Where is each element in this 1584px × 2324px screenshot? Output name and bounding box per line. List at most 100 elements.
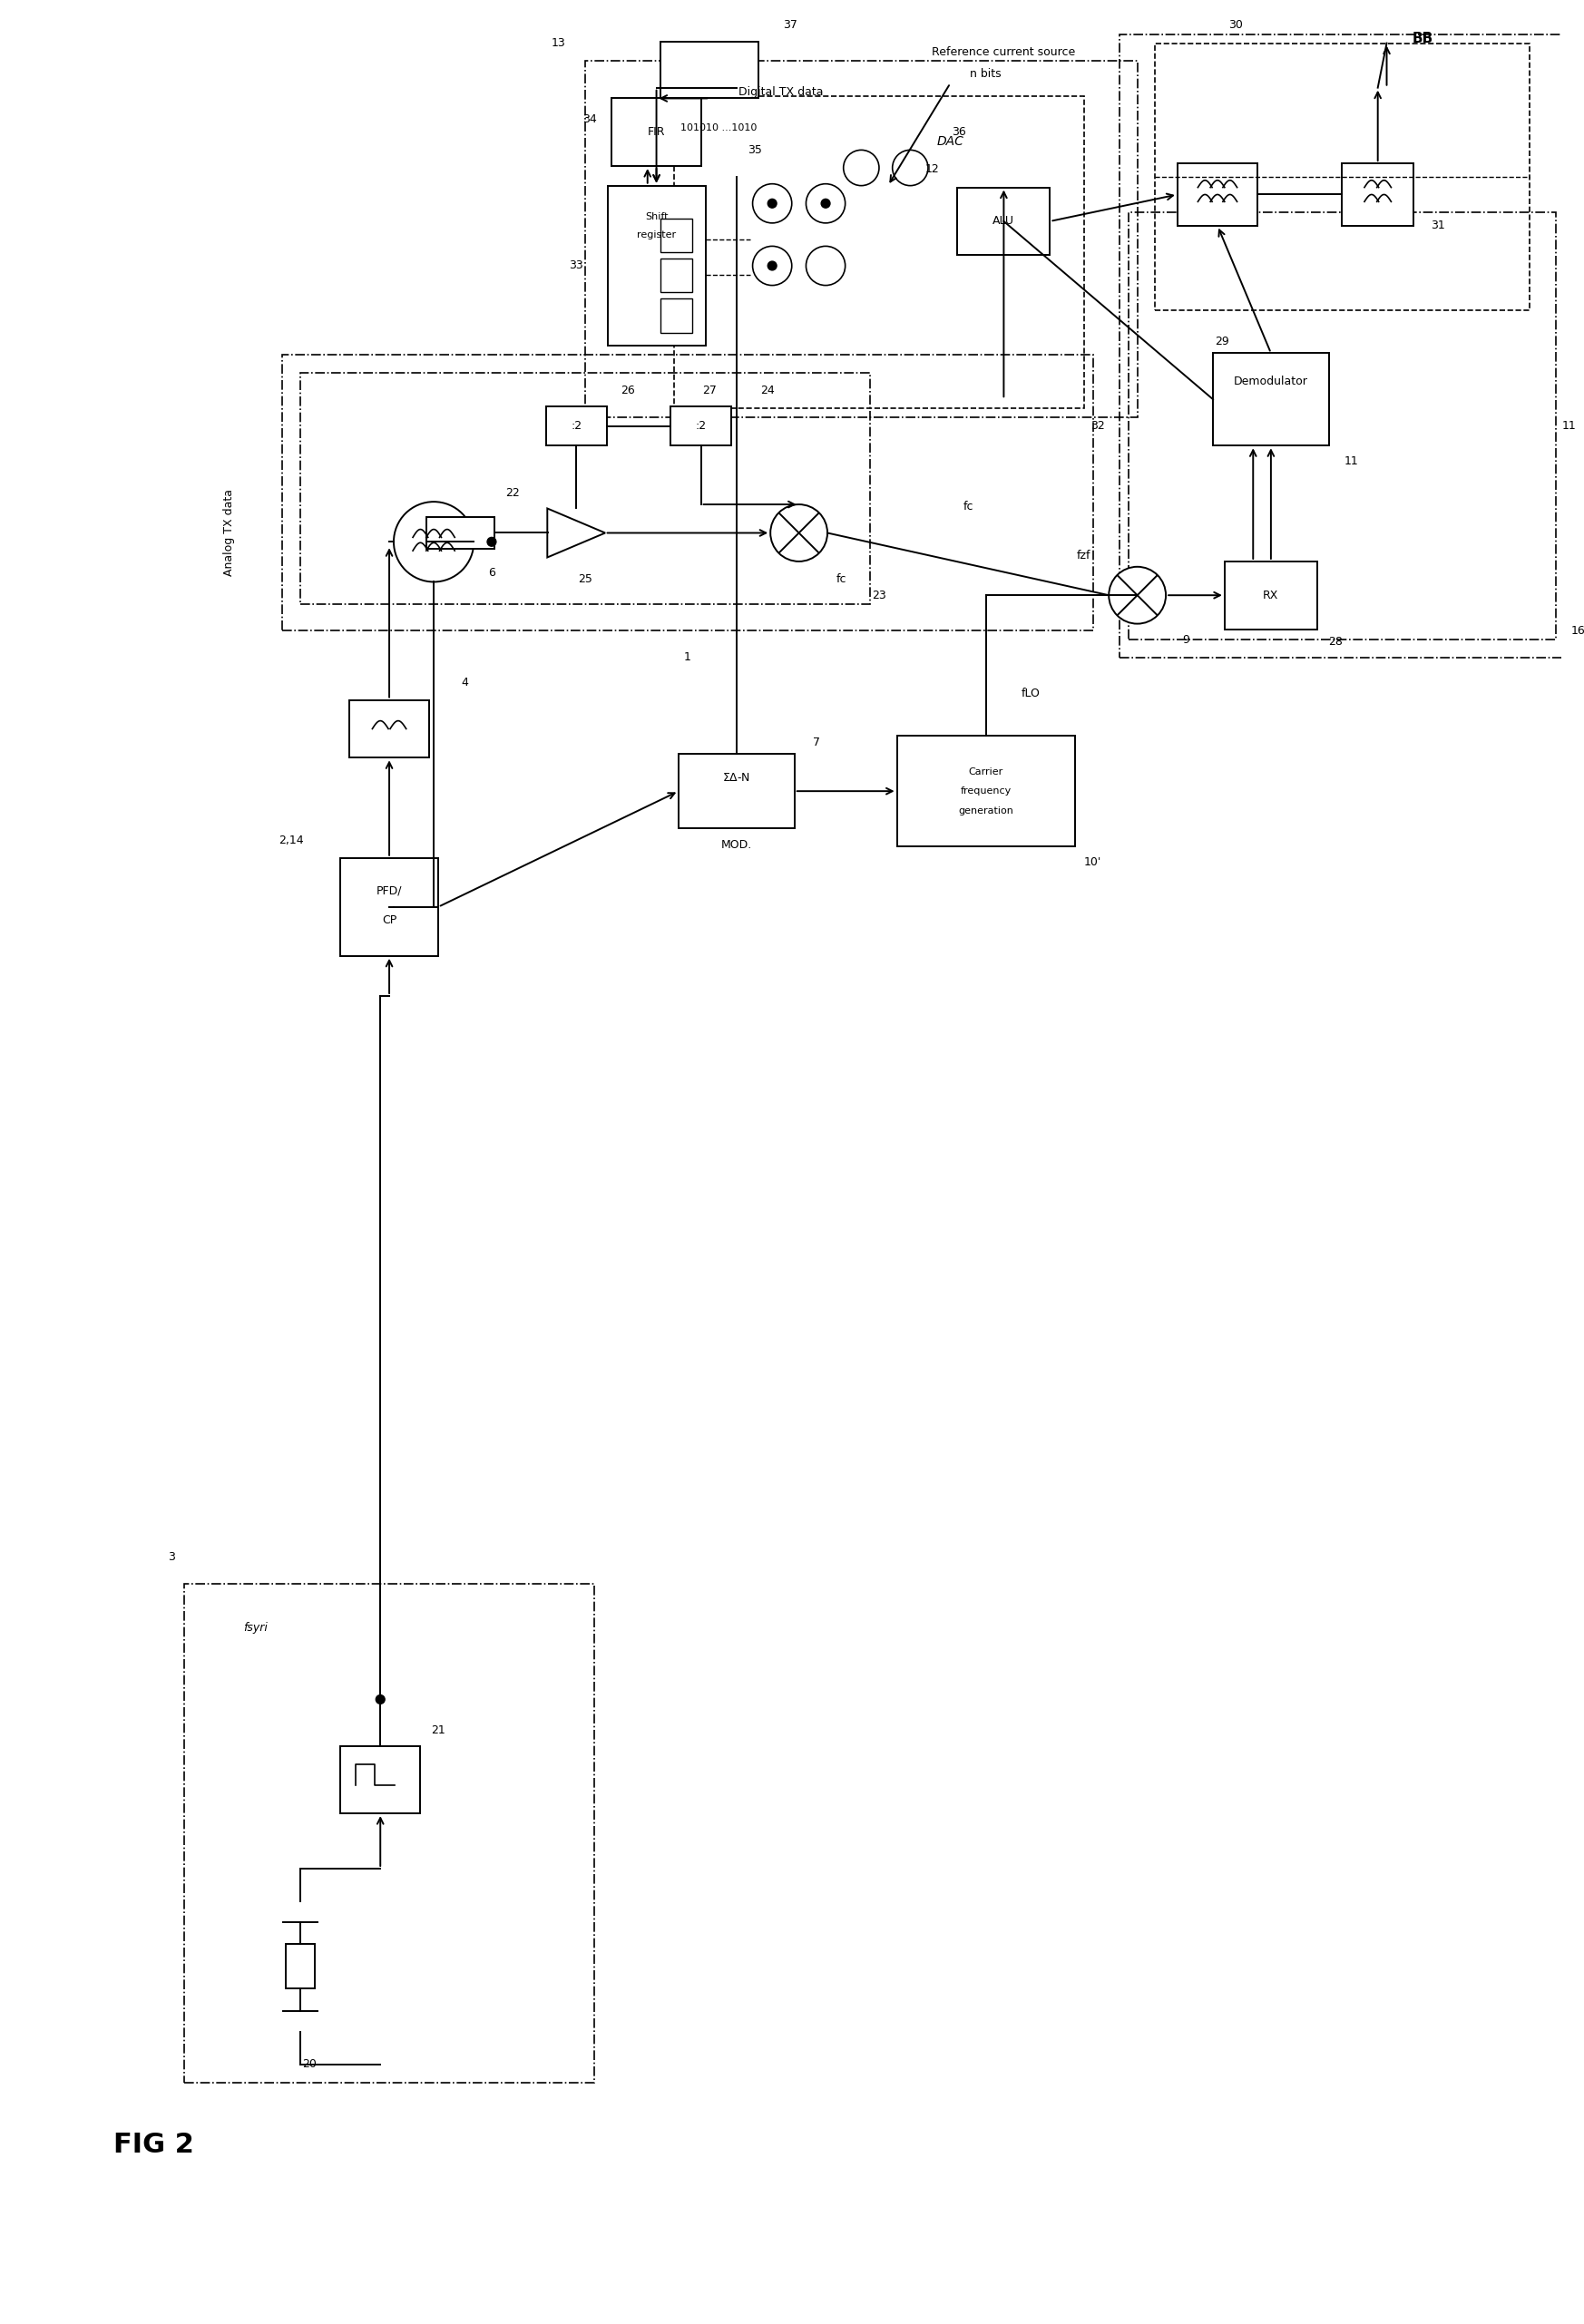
Text: 36: 36 [952,125,966,137]
Text: 13: 13 [551,37,565,49]
Bar [1213,353,1329,446]
Text: 9: 9 [1183,634,1190,646]
Text: 4: 4 [461,676,469,688]
Text: 29: 29 [1215,335,1229,346]
Text: 2,14: 2,14 [279,834,304,846]
Bar [584,60,1137,416]
Circle shape [752,246,792,286]
Bar [1120,35,1565,658]
Text: fzf: fzf [1077,548,1091,560]
Text: 22: 22 [505,488,520,500]
Bar [607,186,705,346]
Text: CP: CP [382,913,396,927]
Circle shape [806,246,846,286]
Text: 101010 ...1010: 101010 ...1010 [681,123,757,132]
Text: n bits: n bits [971,67,1001,81]
Bar [661,258,692,293]
Polygon shape [548,509,605,558]
Circle shape [394,502,474,581]
Bar [1342,163,1413,225]
Circle shape [1109,567,1166,623]
Text: 11: 11 [1562,421,1576,432]
Bar [611,98,702,165]
Text: register: register [637,230,676,239]
Text: Carrier: Carrier [968,767,1003,776]
Text: fsyri: fsyri [244,1622,268,1634]
Text: fc: fc [963,500,973,511]
Text: fc: fc [836,574,847,586]
Text: :2: :2 [695,421,706,432]
Text: BB: BB [1411,33,1434,46]
Circle shape [806,184,846,223]
Bar [957,188,1050,256]
Bar [426,516,494,548]
Bar [301,372,870,604]
Bar [670,407,732,446]
Text: PFD/: PFD/ [377,885,402,897]
Bar [1177,163,1258,225]
Text: Analog TX data: Analog TX data [223,490,234,576]
Text: 37: 37 [782,19,797,30]
Bar [661,218,692,253]
Text: ALU: ALU [993,216,1015,228]
Bar [1155,44,1529,311]
Bar [348,700,429,758]
Text: FIG 2: FIG 2 [112,2131,193,2157]
Text: 26: 26 [621,383,635,397]
Text: RX: RX [1262,590,1278,602]
Bar [1128,211,1555,639]
Text: 25: 25 [578,574,592,586]
Bar [1224,562,1318,630]
Text: 31: 31 [1432,221,1446,232]
Text: 7: 7 [813,737,821,748]
Circle shape [488,537,496,546]
Text: 1: 1 [684,651,691,662]
Bar [184,1583,594,2082]
Text: 16: 16 [1571,625,1584,637]
Text: :2: :2 [570,421,581,432]
Text: 10': 10' [1083,858,1101,869]
Circle shape [770,504,827,562]
Text: 30: 30 [1228,19,1242,30]
Text: frequency: frequency [960,786,1012,795]
Text: Digital TX data: Digital TX data [738,86,824,98]
Circle shape [892,151,928,186]
Text: 33: 33 [569,260,583,272]
Circle shape [752,184,792,223]
Text: 6: 6 [488,567,496,579]
Bar [282,356,1093,630]
Text: generation: generation [958,806,1014,816]
Bar [546,407,607,446]
Circle shape [375,1694,385,1703]
Text: 20: 20 [303,2059,317,2071]
Text: fLO: fLO [1022,688,1041,700]
Circle shape [821,200,830,207]
Bar [287,1945,315,1989]
Text: Reference current source: Reference current source [931,46,1076,58]
Bar [897,737,1076,846]
Text: 12: 12 [925,163,939,177]
Text: 23: 23 [871,590,885,602]
Text: 21: 21 [431,1724,445,1736]
Circle shape [768,260,776,270]
Text: 27: 27 [703,383,718,397]
Text: MOD.: MOD. [721,839,752,851]
Bar [661,300,692,332]
Bar [661,42,759,98]
Text: Demodulator: Demodulator [1234,376,1308,388]
Bar [341,1745,420,1813]
Text: FIR: FIR [648,125,665,137]
Text: 11: 11 [1343,456,1357,467]
Text: $\Sigma\Delta$-N: $\Sigma\Delta$-N [722,772,751,783]
Bar [675,98,1083,409]
Text: 28: 28 [1327,637,1342,648]
Bar [341,858,439,955]
Text: Shift: Shift [645,211,668,221]
Circle shape [768,200,776,207]
Circle shape [843,151,879,186]
Text: 24: 24 [760,383,775,397]
Text: 32: 32 [1090,421,1104,432]
Text: 35: 35 [748,144,762,156]
Text: 34: 34 [583,114,597,125]
Text: DAC: DAC [936,135,963,146]
